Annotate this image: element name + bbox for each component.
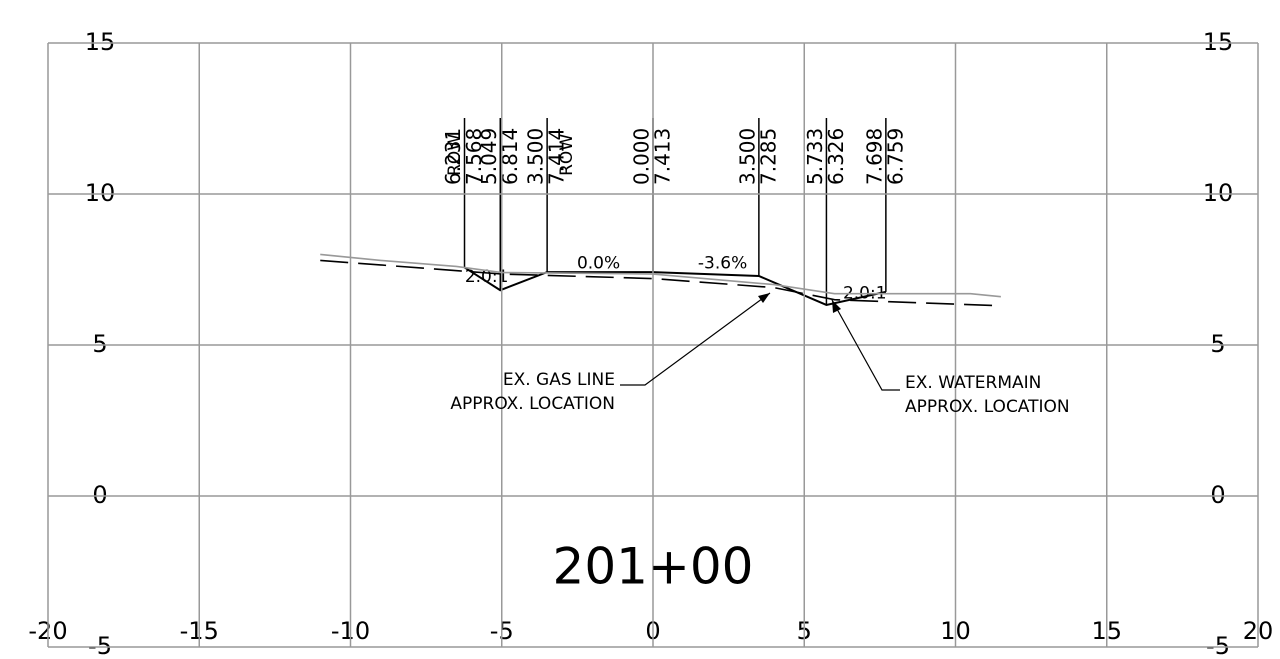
offset-label: 5.733 (803, 128, 827, 185)
callout-text: EX. WATERMAIN (905, 373, 1041, 393)
y-tick-label: -5 (1206, 632, 1230, 655)
y-tick-label: 15 (1203, 28, 1234, 56)
annotation: ROW (557, 134, 577, 176)
y-tick-label: 0 (92, 481, 107, 509)
annotation: -3.6% (698, 253, 747, 273)
callout-text: APPROX. LOCATION (450, 394, 615, 414)
callout-text: APPROX. LOCATION (905, 397, 1070, 417)
annotation: ROW (445, 134, 465, 176)
y-tick-label: 15 (85, 28, 116, 56)
y-tick-label: -5 (88, 632, 112, 655)
offset-label: 3.500 (735, 128, 759, 185)
elevation-label: 7.413 (651, 128, 675, 185)
station-label: 201+00 (553, 538, 754, 596)
y-tick-label: 5 (1210, 330, 1225, 358)
elevation-label: 7.285 (756, 128, 780, 185)
watermain-leader (831, 299, 900, 391)
offset-label: 5.049 (477, 128, 501, 185)
elevation-label: 6.326 (824, 128, 848, 185)
elevation-label: 6.759 (883, 128, 907, 185)
offset-label: 6.231 (441, 128, 465, 185)
annotation: 0.0% (577, 253, 620, 273)
y-tick-label: 0 (1210, 481, 1225, 509)
y-tick-label: 10 (85, 179, 116, 207)
y-tick-label: 5 (92, 330, 107, 358)
arrow (758, 293, 770, 303)
callout-text: EX. GAS LINE (503, 370, 615, 390)
offset-label: 3.500 (524, 128, 548, 185)
y-tick-label: 10 (1203, 179, 1234, 207)
offset-label: 0.000 (630, 128, 654, 185)
profile-line (320, 253, 1001, 298)
gas-leader (620, 292, 771, 386)
elevation-label: 7.568 (462, 128, 486, 185)
profile-line (320, 259, 1001, 307)
offset-label: 7.698 (862, 128, 886, 185)
arrow (832, 300, 841, 313)
elevation-label: 7.414 (545, 128, 569, 185)
